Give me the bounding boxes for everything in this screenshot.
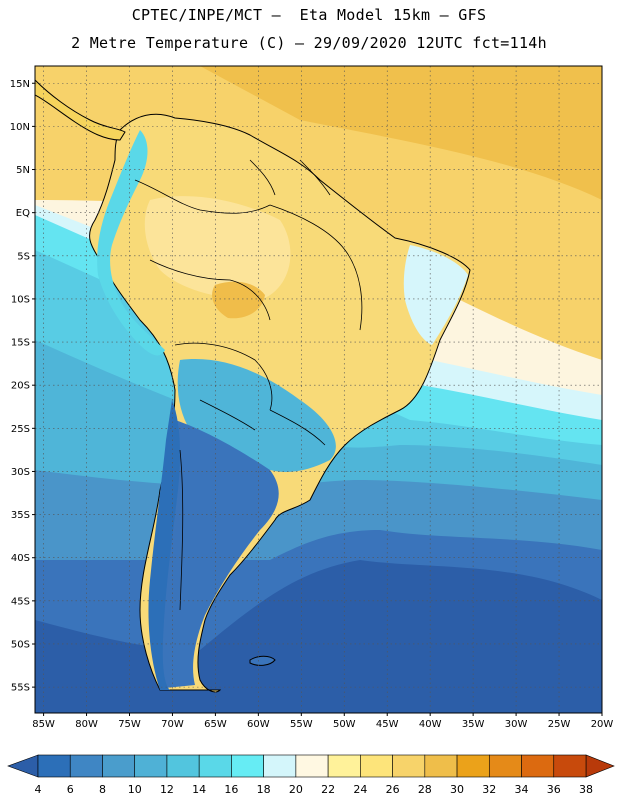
lat-tick-label: 25S <box>11 424 30 435</box>
land-warm-center <box>144 196 291 300</box>
lon-tick-label: 40W <box>419 719 442 730</box>
colorbar-swatch <box>392 754 426 778</box>
lon-tick-label: 25W <box>548 719 571 730</box>
colorbar: 4 6 8 10 12 14 16 18 20 22 24 26 28 30 32 34 36 38 <box>7 754 615 796</box>
colorbar-swatch <box>360 754 393 778</box>
lat-tick-label: 5N <box>16 165 30 176</box>
colorbar-level-label: 18 <box>257 783 271 796</box>
colorbar-swatch <box>198 754 232 778</box>
colorbar-swatch <box>327 754 361 778</box>
longitude-labels: 85W 80W 75W 70W 65W 60W 55W 50W 45W 40W 35W 30W 25W 2… <box>32 713 613 730</box>
colorbar-level-label: 16 <box>224 783 238 796</box>
colorbar-swatch <box>102 754 136 778</box>
lat-tick-label: 10N <box>10 122 30 133</box>
colorbar-level-label: 22 <box>321 783 335 796</box>
lat-tick-label: EQ <box>16 208 30 219</box>
colorbar-swatch <box>295 754 329 778</box>
lon-tick-label: 45W <box>376 719 399 730</box>
lon-tick-label: 20W <box>591 719 614 730</box>
colorbar-swatch <box>456 754 490 778</box>
map-title-line-2: 2 Metre Temperature (C) – 29/09/2020 12U… <box>71 34 547 52</box>
colorbar-level-label: 28 <box>418 783 432 796</box>
map-frame <box>34 65 603 714</box>
colorbar-level-label: 4 <box>35 783 42 796</box>
colorbar-level-label: 14 <box>192 783 206 796</box>
colorbar-level-label: 36 <box>547 783 561 796</box>
ocean-band-28 <box>35 66 602 200</box>
lon-tick-label: 75W <box>118 719 141 730</box>
colorbar-swatch <box>553 754 587 778</box>
colorbar-level-label: 6 <box>67 783 74 796</box>
lon-tick-label: 35W <box>462 719 485 730</box>
colorbar-swatch <box>134 754 168 778</box>
lon-tick-label: 70W <box>161 719 184 730</box>
colorbar-level-label: 38 <box>579 783 593 796</box>
map-panel <box>35 66 602 713</box>
lon-tick-label: 30W <box>505 719 528 730</box>
lat-tick-label: 15N <box>10 79 30 90</box>
colorbar-level-label: 34 <box>515 783 529 796</box>
lat-tick-label: 15S <box>11 338 30 349</box>
latitude-labels: 15N 10N 5N EQ 5S 10S 15S 20S 25S 30S 35S 40S 45S 50S 5… <box>10 79 35 694</box>
lon-tick-label: 85W <box>32 719 55 730</box>
colorbar-swatch <box>37 754 71 778</box>
colorbar-low-arrow <box>7 754 39 778</box>
lat-tick-label: 45S <box>11 596 30 607</box>
country-borders <box>134 159 363 611</box>
lon-tick-label: 50W <box>333 719 356 730</box>
lat-tick-label: 10S <box>11 294 30 305</box>
colorbar-swatch <box>488 754 522 778</box>
lon-tick-label: 55W <box>290 719 313 730</box>
colorbar-level-label: 12 <box>160 783 174 796</box>
colorbar-swatch <box>263 754 297 778</box>
lat-tick-label: 50S <box>11 639 30 650</box>
colorbar-swatch <box>521 754 555 778</box>
colorbar-level-label: 24 <box>353 783 367 796</box>
lon-tick-label: 65W <box>204 719 227 730</box>
colorbar-swatch <box>69 754 103 778</box>
land-patagonia-cold <box>151 420 279 688</box>
colorbar-swatch <box>166 754 200 778</box>
colorbar-level-label: 32 <box>482 783 496 796</box>
lat-tick-label: 35S <box>11 510 30 521</box>
colorbar-swatch <box>231 754 264 778</box>
colorbar-level-label: 10 <box>128 783 142 796</box>
colorbar-level-label: 20 <box>289 783 303 796</box>
colorbar-level-label: 30 <box>450 783 464 796</box>
lon-tick-label: 80W <box>75 719 98 730</box>
map-title-line-1: CPTEC/INPE/MCT – Eta Model 15km – GFS <box>131 6 487 24</box>
lon-tick-label: 60W <box>247 719 270 730</box>
lat-tick-label: 30S <box>11 467 30 478</box>
colorbar-high-arrow <box>585 754 615 778</box>
land-northeast-mild <box>403 245 468 345</box>
land-andes-north <box>97 130 165 356</box>
lat-tick-label: 5S <box>17 251 30 262</box>
land-andes-cold-strip <box>148 400 180 690</box>
colorbar-swatch <box>424 754 458 778</box>
lat-tick-label: 55S <box>11 683 30 694</box>
colorbar-level-label: 8 <box>99 783 106 796</box>
lat-tick-label: 40S <box>11 553 30 564</box>
central-america-landmass <box>35 79 126 141</box>
graticule <box>35 66 603 713</box>
colorbar-level-label: 26 <box>386 783 400 796</box>
lat-tick-label: 20S <box>11 381 30 392</box>
